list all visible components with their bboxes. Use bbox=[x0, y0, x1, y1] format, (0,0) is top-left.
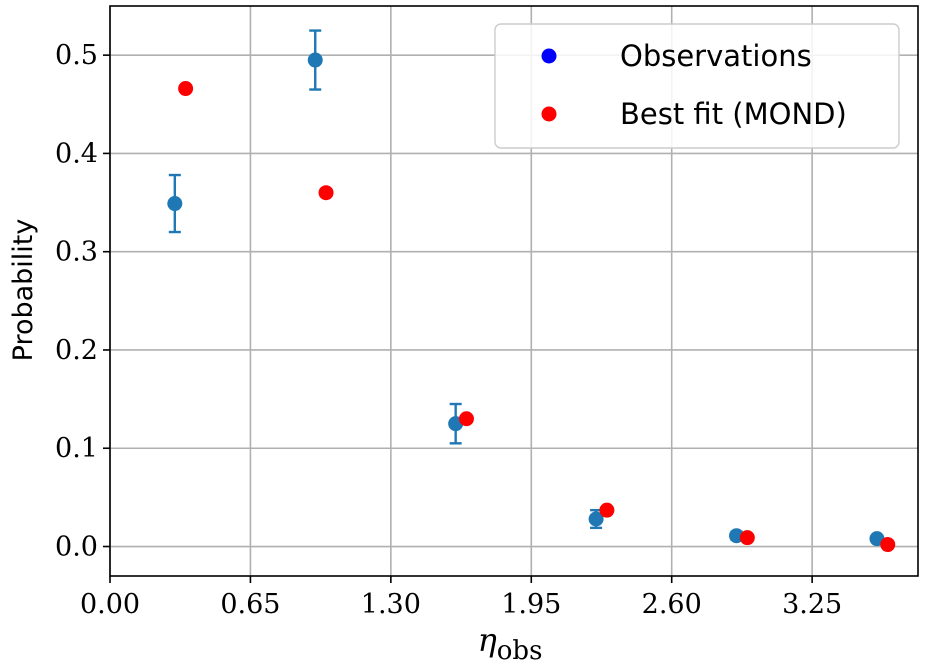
legend-label-observations: Observations bbox=[620, 39, 812, 73]
observation-point bbox=[307, 52, 323, 68]
best-fit-point bbox=[599, 502, 615, 518]
x-axis-label-subscript: obs bbox=[497, 636, 543, 666]
best-fit-point bbox=[739, 530, 755, 546]
x-tick-label: 1.30 bbox=[361, 589, 421, 620]
x-tick-label: 2.60 bbox=[642, 589, 702, 620]
y-tick-label: 0.4 bbox=[55, 138, 98, 169]
x-tick-label: 0.65 bbox=[220, 589, 280, 620]
observation-point bbox=[588, 511, 604, 527]
x-tick-label: 0.00 bbox=[80, 589, 140, 620]
data-marks bbox=[167, 29, 896, 553]
y-tick-label: 0.3 bbox=[55, 237, 98, 268]
y-tick-label: 0.1 bbox=[55, 433, 98, 464]
ticks: 0.00 0.65 1.30 1.95 2.60 3.25 0.0 0.1 0.2 0.3 0.4 0… bbox=[55, 40, 842, 620]
grid bbox=[109, 6, 918, 576]
plot-frame bbox=[109, 5, 919, 577]
legend: Observations Best fit (MOND) bbox=[494, 23, 900, 149]
x-tick-label: 3.25 bbox=[782, 589, 842, 620]
x-axis-label-symbol: η bbox=[478, 621, 497, 659]
y-tick-label: 0.2 bbox=[55, 335, 98, 366]
y-tick-label: 0.0 bbox=[55, 532, 98, 563]
legend-marker-best-fit bbox=[541, 106, 557, 122]
best-fit-point bbox=[318, 185, 334, 201]
best-fit-point bbox=[458, 411, 474, 427]
y-axis-label: Probability bbox=[8, 219, 39, 362]
x-axis-label: ηobs bbox=[478, 621, 543, 666]
y-tick-label: 0.5 bbox=[55, 40, 98, 71]
legend-marker-observations bbox=[541, 48, 557, 64]
legend-box bbox=[494, 23, 900, 149]
observation-point bbox=[167, 196, 183, 212]
x-tick-label: 1.95 bbox=[501, 589, 561, 620]
best-fit-point bbox=[178, 81, 194, 97]
legend-label-best-fit: Best fit (MOND) bbox=[620, 97, 847, 131]
best-fit-point bbox=[880, 537, 896, 553]
